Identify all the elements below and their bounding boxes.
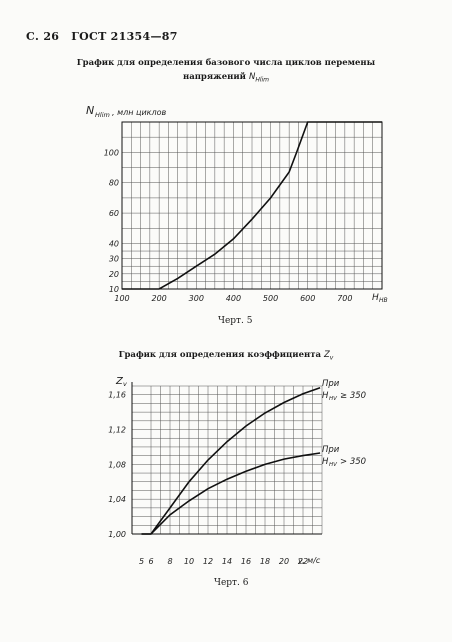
figure1-y-tick-label: 40: [109, 239, 119, 248]
figure1-x-tick-label: 100: [114, 294, 129, 303]
figure1-ylabel-main: N: [86, 104, 94, 117]
figure1-title-line2: напряжений: [182, 72, 246, 82]
figure1-y-tick-label: 60: [109, 209, 119, 218]
figure1-x-tick-label: 300: [189, 294, 204, 303]
figure2-title-symbol-sub: v: [329, 354, 334, 362]
figure1-y-tick-label: 20: [109, 270, 119, 279]
figure2-title-text: График для определения коэффициента: [118, 350, 321, 360]
page-number: С. 26: [26, 30, 60, 43]
figure1-y-tick-label: 10: [109, 285, 119, 294]
figure1-title-symbol: N: [248, 72, 256, 82]
figure1-title-symbol-sub: Hlim: [255, 76, 270, 84]
figure1-x-tick-label: 500: [263, 294, 278, 303]
figure1-frame: [121, 121, 383, 290]
figure1-x-tick-label: 200: [152, 294, 167, 303]
figure1-ylabel-sub: Hlim: [95, 111, 110, 119]
figure1-title-line1: График для определения базового числа ци…: [76, 58, 376, 68]
figure1-x-tick-label: 700: [337, 294, 352, 303]
figure1-caption: Черт. 5: [218, 316, 253, 326]
figure1-curve: [122, 121, 382, 290]
figure1-y-tick-label: 30: [109, 255, 119, 264]
figure1-ylabel-rest: , млн циклов: [112, 108, 166, 117]
figure2-title: График для определения коэффициента Zv: [0, 350, 452, 362]
figure1-y-tick-label: 100: [104, 148, 119, 157]
figure1-xlabel-sub: HB: [379, 297, 388, 304]
figure1-x-tick-label: 400: [226, 294, 241, 303]
figure2-caption: Черт. 6: [214, 578, 249, 588]
figure1-y-tick-label: 80: [109, 179, 119, 188]
figure1-title: График для определения базового числа ци…: [0, 56, 452, 88]
figure1-xlabel-main: H: [372, 293, 379, 303]
figure1-x-tick-label: 600: [300, 294, 315, 303]
page-header: С. 26 ГОСТ 21354—87: [26, 30, 178, 43]
standard-number: ГОСТ 21354—87: [71, 30, 178, 43]
figure2-title-symbol: Z: [323, 350, 330, 360]
